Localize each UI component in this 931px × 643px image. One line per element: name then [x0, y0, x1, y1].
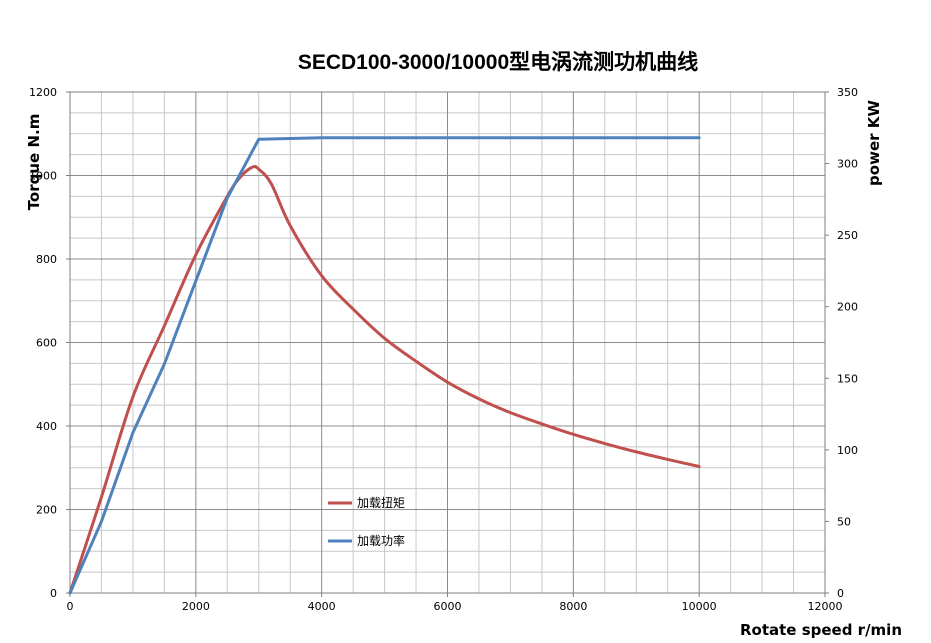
right-tick-label: 50: [837, 515, 851, 528]
legend-label-2: 加载功率: [357, 533, 405, 548]
left-tick-label: 600: [36, 337, 57, 350]
left-tick-label: 200: [36, 504, 57, 517]
right-tick-label: 250: [837, 229, 858, 242]
right-tick-label: 150: [837, 372, 858, 385]
legend-label-1: 加载扭矩: [357, 496, 405, 510]
x-tick-label: 12000: [808, 600, 843, 613]
x-tick-label: 2000: [182, 600, 210, 613]
series-line-2: [68, 136, 701, 595]
left-tick-label: 1000: [29, 170, 57, 183]
right-tick-label: 100: [837, 444, 858, 457]
chart-title: SECD100-3000/10000型电涡流测功机曲线: [298, 50, 698, 74]
left-axis-ticks: 0 200 400 600 800 1000 1200: [29, 86, 70, 600]
right-axis-title: power KW: [865, 100, 883, 186]
series-layer: [68, 136, 701, 595]
left-axis-title: Torque N.m: [25, 114, 43, 211]
right-tick-label: 300: [837, 158, 858, 171]
left-tick-label: 400: [36, 420, 57, 433]
right-axis-ticks: 0 50 100 150 200 250 300 350: [825, 86, 858, 600]
left-tick-label: 1200: [29, 86, 57, 99]
x-axis-ticks: 0 2000 4000 6000 8000 10000 12000: [67, 593, 843, 613]
left-tick-label: 0: [50, 587, 57, 600]
right-tick-label: 200: [837, 301, 858, 314]
x-tick-label: 6000: [434, 600, 462, 613]
x-tick-label: 8000: [559, 600, 587, 613]
x-tick-label: 0: [67, 600, 74, 613]
series-line-1: [68, 164, 701, 595]
right-tick-label: 350: [837, 86, 858, 99]
x-tick-label: 4000: [308, 600, 336, 613]
right-tick-label: 0: [837, 587, 844, 600]
x-axis-title: Rotate speed r/min: [740, 621, 902, 639]
left-tick-label: 800: [36, 253, 57, 266]
x-tick-label: 10000: [682, 600, 717, 613]
